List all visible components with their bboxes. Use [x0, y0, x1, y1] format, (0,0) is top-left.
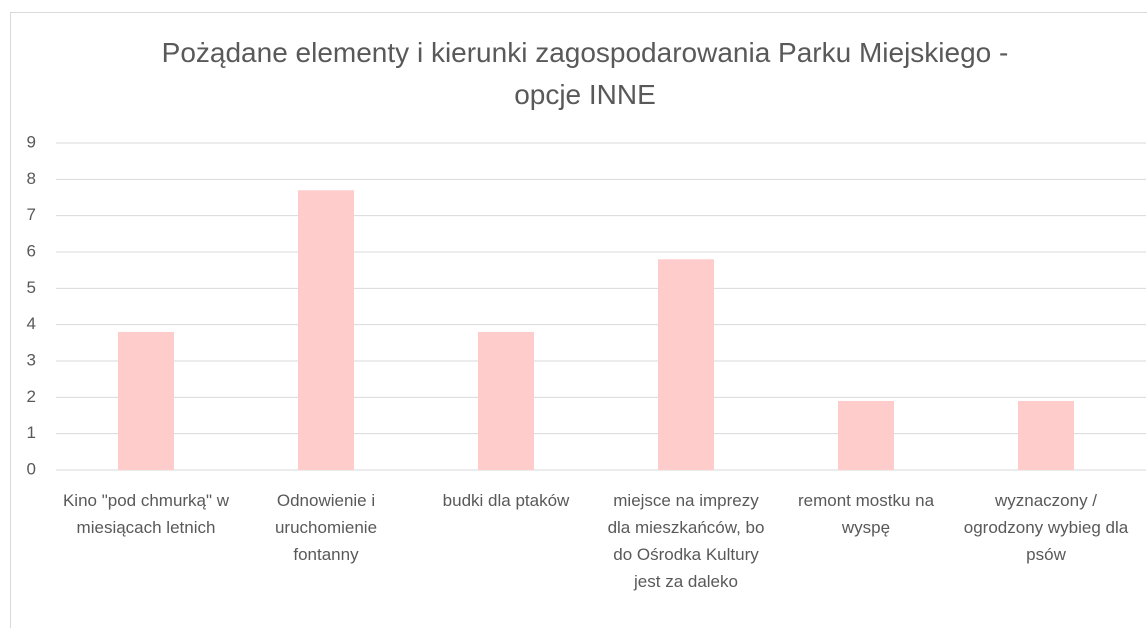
y-tick-label: 6: [27, 241, 36, 260]
y-tick-label: 4: [27, 314, 36, 333]
x-tick-label: budki dla ptaków: [442, 491, 570, 510]
x-tick-label: Kino "pod chmurką" w miesiącach letnich: [62, 491, 230, 537]
y-tick-label: 8: [27, 169, 36, 188]
bar: [298, 190, 354, 470]
y-tick-label: 5: [27, 278, 36, 297]
chart-border: [10, 12, 1147, 628]
y-tick-label: 7: [27, 205, 36, 224]
y-tick-label: 0: [27, 459, 36, 478]
y-tick-label: 3: [27, 350, 36, 369]
y-tick-label: 9: [27, 132, 36, 151]
bar: [838, 400, 894, 470]
x-tick-label: wyznaczony / ogrodzony wybieg dla psów: [963, 491, 1129, 564]
y-tick-label: 1: [27, 423, 36, 442]
bar: [1018, 400, 1074, 470]
bar: [478, 331, 534, 470]
chart-title: Pożądane elementy i kierunki zagospodaro…: [161, 37, 1009, 110]
bar: [118, 331, 174, 470]
bar: [658, 259, 714, 470]
x-tick-label: Odnowienie i uruchomienie fontanny: [274, 491, 378, 564]
y-tick-label: 2: [27, 387, 36, 406]
x-tick-label: remont mostku na wyspę: [797, 491, 935, 537]
x-tick-label: miejsce na imprezy dla mieszkańców, bo d…: [607, 491, 765, 591]
